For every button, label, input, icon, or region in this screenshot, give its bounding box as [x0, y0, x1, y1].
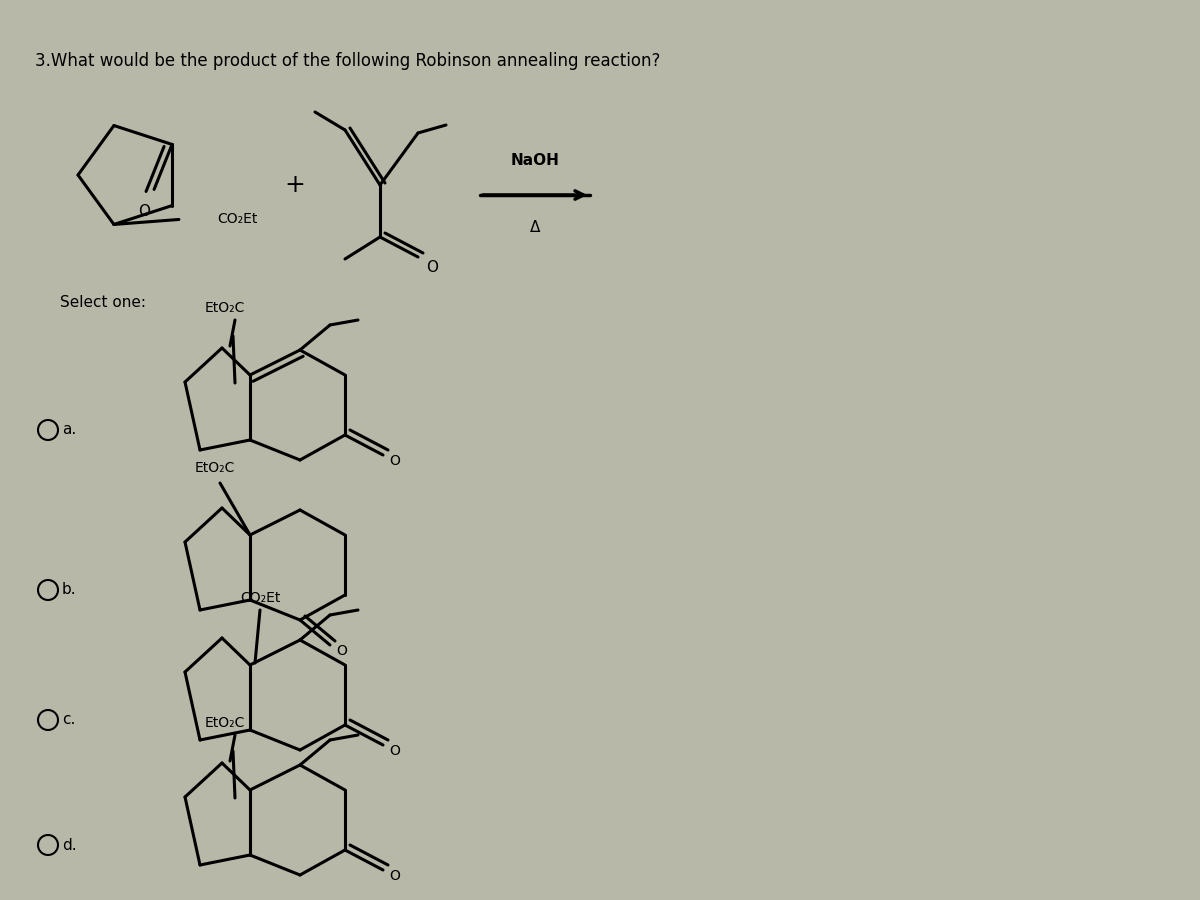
- Text: Δ: Δ: [530, 220, 540, 235]
- Text: O: O: [138, 204, 150, 220]
- Text: Select one:: Select one:: [60, 295, 146, 310]
- Text: EtO₂C: EtO₂C: [205, 301, 245, 315]
- Text: b.: b.: [62, 582, 77, 598]
- Text: d.: d.: [62, 838, 77, 852]
- Text: NaOH: NaOH: [510, 153, 559, 168]
- Text: +: +: [284, 173, 306, 197]
- Text: CO₂Et: CO₂Et: [217, 212, 257, 227]
- Text: EtO₂C: EtO₂C: [194, 461, 235, 475]
- Text: O: O: [390, 454, 401, 468]
- Text: 3.What would be the product of the following Robinson annealing reaction?: 3.What would be the product of the follo…: [35, 52, 660, 70]
- Text: EtO₂C: EtO₂C: [205, 716, 245, 730]
- Text: c.: c.: [62, 713, 76, 727]
- Text: O: O: [426, 259, 438, 274]
- Text: O: O: [390, 869, 401, 883]
- Text: O: O: [390, 744, 401, 758]
- Text: a.: a.: [62, 422, 77, 437]
- Text: O: O: [336, 644, 348, 658]
- Text: CO₂Et: CO₂Et: [240, 591, 280, 605]
